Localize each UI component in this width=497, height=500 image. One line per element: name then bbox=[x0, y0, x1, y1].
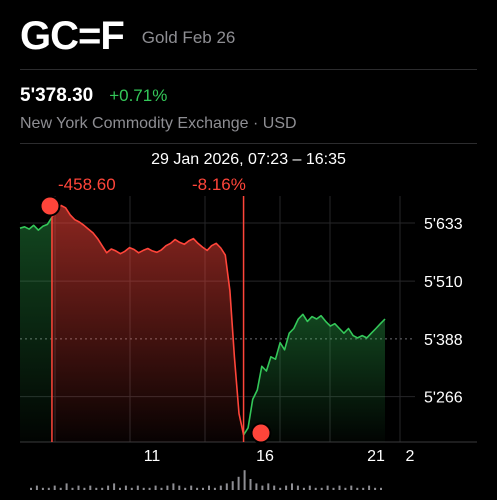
instrument-name: Gold Feb 26 bbox=[141, 28, 236, 47]
area-pre-selection bbox=[20, 217, 52, 442]
x-tick-label: 21 bbox=[367, 448, 385, 465]
volume-bar bbox=[380, 487, 382, 490]
header: GC=F Gold Feb 26 bbox=[20, 14, 235, 59]
volume-bar bbox=[374, 487, 377, 490]
area-selection bbox=[51, 205, 244, 442]
volume-bar bbox=[208, 485, 210, 490]
volume-bar bbox=[130, 487, 133, 490]
volume-bar bbox=[302, 487, 305, 490]
volume-bar bbox=[107, 485, 110, 490]
y-tick-label: 5'510 bbox=[424, 274, 463, 291]
volume-bar bbox=[332, 487, 335, 490]
volume-bar bbox=[136, 485, 139, 490]
series-line-post-selection bbox=[242, 313, 386, 436]
volume-bar bbox=[362, 487, 365, 490]
volume-bar bbox=[296, 485, 299, 490]
selection-delta-percent: -8.16% bbox=[192, 175, 246, 194]
x-tick-label: 16 bbox=[256, 448, 274, 465]
volume-bar bbox=[89, 485, 92, 490]
volume-bar bbox=[243, 470, 246, 490]
volume-bar bbox=[356, 487, 359, 490]
volume-bar bbox=[53, 485, 56, 490]
volume-bar bbox=[285, 485, 288, 490]
volume-bar bbox=[202, 487, 204, 490]
header-divider bbox=[20, 69, 477, 70]
ticker-symbol: GC=F bbox=[20, 14, 125, 58]
selection-start-handle[interactable] bbox=[39, 195, 61, 217]
volume-bar bbox=[77, 485, 80, 490]
volume-bar bbox=[249, 479, 252, 490]
volume-bar bbox=[113, 483, 116, 490]
series-line-selection bbox=[51, 204, 245, 436]
y-tick-label: 5'633 bbox=[424, 216, 463, 233]
volume-bar bbox=[255, 483, 258, 490]
volume-bar bbox=[71, 487, 74, 490]
volume-bar bbox=[65, 483, 68, 490]
quote-divider bbox=[20, 143, 477, 144]
volume-bar bbox=[320, 487, 323, 490]
volume-bar bbox=[231, 481, 234, 490]
volume-bar bbox=[225, 483, 228, 490]
volume-bar bbox=[261, 485, 264, 490]
volume-bar bbox=[196, 487, 199, 490]
volume-bar bbox=[178, 485, 181, 490]
volume-bar bbox=[184, 487, 187, 490]
selection-range: 29 Jan 2026, 07:23 – 16:35 bbox=[151, 151, 346, 168]
volume-bar bbox=[338, 485, 341, 490]
volume-bar bbox=[237, 476, 240, 490]
volume-bar bbox=[119, 487, 121, 490]
volume-bar bbox=[172, 483, 175, 490]
volume-bar bbox=[124, 485, 127, 490]
volume-bar bbox=[308, 485, 311, 490]
volume-bar bbox=[148, 487, 151, 490]
last-price: 5'378.30 bbox=[20, 85, 94, 106]
volume-bar bbox=[344, 487, 347, 490]
volume-bar bbox=[166, 485, 169, 490]
volume-bar bbox=[154, 485, 157, 490]
volume-bar bbox=[35, 485, 38, 490]
volume-bar bbox=[368, 485, 371, 490]
quote-row: 5'378.30 +0.71% bbox=[20, 85, 167, 107]
volume-bar bbox=[213, 487, 216, 490]
area-post-selection bbox=[243, 314, 385, 442]
series-line-pre-selection bbox=[19, 216, 53, 231]
volume-bar bbox=[267, 483, 270, 490]
x-tick-label: 2 bbox=[406, 448, 415, 465]
volume-bar bbox=[83, 487, 86, 490]
selection-delta-absolute: -458.60 bbox=[58, 175, 116, 194]
volume-bar bbox=[291, 483, 293, 490]
y-tick-label: 5'388 bbox=[424, 332, 463, 349]
volume-bar bbox=[30, 487, 32, 490]
volume-bar bbox=[190, 485, 193, 490]
volume-bar bbox=[142, 487, 145, 490]
volume-bar bbox=[47, 487, 50, 490]
volume-bar bbox=[314, 487, 317, 490]
change-percent: +0.71% bbox=[109, 86, 168, 105]
exchange-info: New York Commodity Exchange · USD bbox=[20, 115, 297, 132]
volume-bar bbox=[279, 487, 282, 490]
volume-bar bbox=[273, 485, 276, 490]
x-tick-label: 11 bbox=[144, 448, 161, 465]
volume-bar bbox=[326, 485, 329, 490]
y-tick-label: 5'266 bbox=[424, 390, 463, 407]
selection-end-handle[interactable] bbox=[250, 422, 272, 444]
volume-bar bbox=[101, 487, 104, 490]
volume-bar bbox=[219, 485, 222, 490]
volume-bar bbox=[350, 485, 353, 490]
volume-bar bbox=[95, 487, 98, 490]
volume-bar bbox=[41, 487, 44, 490]
volume-bar bbox=[59, 487, 62, 490]
volume-bar bbox=[160, 487, 163, 490]
